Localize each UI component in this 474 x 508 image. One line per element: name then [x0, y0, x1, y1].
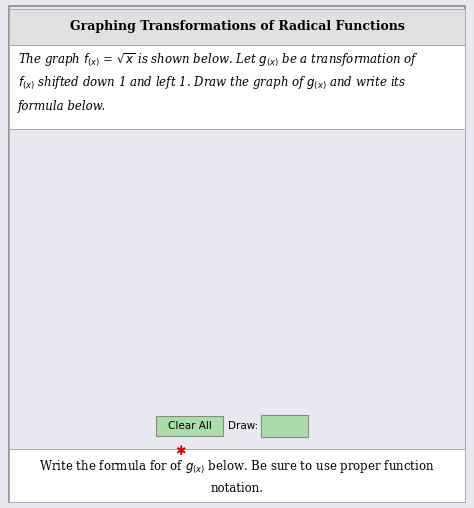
Text: notation.: notation.: [210, 482, 264, 495]
Text: ✱: ✱: [175, 444, 185, 458]
Text: formula below.: formula below.: [18, 100, 106, 113]
Text: $f_{(x)}$ shifted down 1 and left 1. Draw the graph of $g_{(x)}$ and write its: $f_{(x)}$ shifted down 1 and left 1. Dra…: [18, 75, 406, 92]
Text: The graph $f_{(x)}$ = $\sqrt{x}$ is shown below. Let $g_{(x)}$ be a transformati: The graph $f_{(x)}$ = $\sqrt{x}$ is show…: [18, 51, 419, 69]
Text: Graphing Transformations of Radical Functions: Graphing Transformations of Radical Func…: [70, 20, 404, 34]
Text: Draw:: Draw:: [228, 421, 258, 431]
Text: Write the formula for of $g_{(x)}$ below. Be sure to use proper function: Write the formula for of $g_{(x)}$ below…: [39, 459, 435, 476]
Text: Clear All: Clear All: [168, 421, 211, 431]
